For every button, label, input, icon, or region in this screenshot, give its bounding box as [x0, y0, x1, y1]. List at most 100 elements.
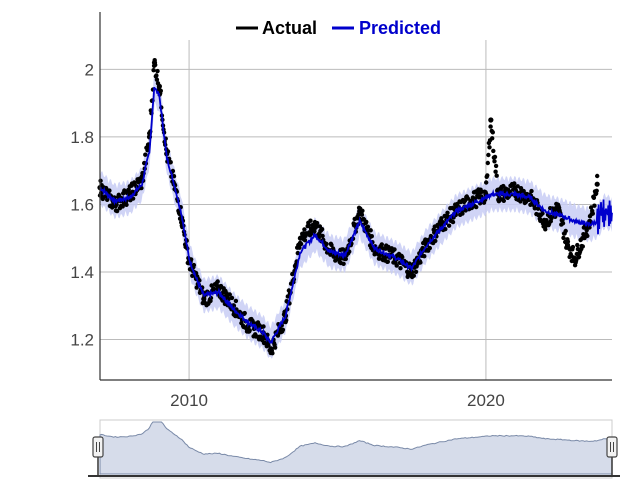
actual-data-point	[594, 181, 600, 187]
actual-data-point	[261, 324, 266, 329]
drag-handle-icon[interactable]	[92, 436, 104, 458]
actual-data-point	[422, 254, 427, 259]
actual-data-point	[535, 206, 541, 211]
actual-data-point	[297, 235, 303, 241]
actual-data-point	[114, 208, 120, 214]
actual-data-point	[329, 242, 334, 248]
legend-predicted-label[interactable]: Predicted	[359, 18, 441, 38]
actual-data-point	[413, 269, 419, 274]
actual-data-point	[575, 242, 580, 248]
actual-data-point	[298, 241, 304, 247]
y-tick-label: 2	[85, 60, 94, 79]
actual-data-point	[359, 212, 365, 217]
actual-data-point	[266, 343, 271, 348]
legend-actual-label[interactable]: Actual	[262, 18, 317, 38]
actual-data-point	[229, 295, 235, 301]
actual-data-point	[576, 254, 582, 260]
actual-data-point	[529, 188, 534, 194]
actual-data-point	[394, 263, 399, 268]
actual-data-point	[443, 226, 448, 232]
actual-data-point	[521, 188, 526, 194]
actual-data-point	[438, 222, 444, 228]
actual-data-point	[433, 238, 438, 244]
actual-data-point	[501, 198, 506, 203]
actual-data-point	[463, 208, 468, 213]
actual-data-point	[485, 160, 490, 166]
actual-data-point	[490, 136, 495, 141]
actual-data-point	[376, 256, 382, 261]
actual-data-point	[392, 247, 397, 252]
actual-data-point	[512, 181, 517, 186]
actual-data-point	[324, 241, 329, 247]
actual-data-point	[368, 228, 373, 233]
actual-data-point	[122, 188, 127, 193]
actual-data-point	[98, 178, 103, 183]
actual-data-point	[302, 227, 307, 232]
actual-data-point	[564, 242, 571, 248]
actual-data-point	[155, 68, 160, 74]
actual-data-point	[145, 148, 150, 153]
actual-data-point	[272, 345, 278, 350]
actual-data-point	[398, 266, 403, 271]
actual-data-point	[156, 83, 162, 89]
actual-data-point	[570, 244, 576, 250]
actual-data-point	[595, 173, 600, 179]
actual-data-point	[126, 187, 131, 192]
actual-data-point	[492, 159, 497, 164]
actual-data-point	[385, 259, 390, 264]
range-navigator[interactable]	[88, 419, 620, 479]
actual-data-point	[105, 197, 110, 202]
actual-data-point	[308, 218, 313, 223]
actual-data-point	[594, 188, 599, 193]
actual-data-point	[460, 211, 465, 216]
actual-data-point	[191, 262, 197, 268]
actual-data-point	[369, 234, 374, 239]
actual-data-point	[151, 60, 158, 66]
navigator-right-handle[interactable]	[606, 436, 618, 458]
actual-data-point	[312, 222, 318, 228]
actual-data-point	[515, 184, 520, 189]
navigator-left-handle[interactable]	[92, 436, 104, 458]
actual-data-point	[247, 328, 252, 333]
actual-data-point	[307, 233, 313, 238]
actual-data-point	[227, 292, 232, 297]
actual-data-point	[224, 291, 229, 296]
actual-data-point	[488, 124, 493, 129]
actual-data-point	[103, 194, 108, 199]
y-tick-label: 1.6	[70, 195, 94, 214]
actual-data-point	[439, 216, 444, 221]
actual-data-point	[486, 152, 491, 158]
actual-data-point	[445, 210, 450, 215]
actual-data-point	[561, 235, 566, 241]
actual-data-point	[492, 154, 498, 160]
actual-data-point	[446, 223, 452, 228]
actual-data-point	[490, 130, 495, 135]
actual-data-point	[585, 233, 590, 239]
actual-data-point	[542, 218, 548, 224]
actual-data-point	[450, 219, 456, 225]
drag-handle-icon[interactable]	[606, 436, 618, 458]
actual-data-point	[487, 145, 492, 150]
actual-data-point	[588, 205, 594, 210]
actual-data-point	[592, 203, 597, 208]
actual-data-point	[107, 188, 112, 193]
actual-data-point	[215, 279, 220, 284]
actual-data-point	[357, 208, 363, 214]
actual-data-point	[168, 160, 173, 165]
predicted-series-line	[99, 86, 613, 345]
actual-data-point	[493, 169, 498, 174]
actual-data-point	[563, 228, 568, 234]
actual-data-point	[491, 148, 496, 154]
actual-data-point	[154, 73, 159, 78]
legend[interactable]: Actual Predicted	[236, 18, 441, 38]
x-tick-label: 2010	[170, 391, 208, 410]
actual-data-point	[297, 245, 302, 250]
actual-data-point	[400, 254, 405, 260]
actual-data-point	[302, 238, 308, 243]
actual-data-point	[365, 224, 371, 229]
actual-data-point	[532, 206, 537, 211]
actual-data-point	[201, 296, 207, 302]
actual-data-point	[154, 77, 160, 82]
